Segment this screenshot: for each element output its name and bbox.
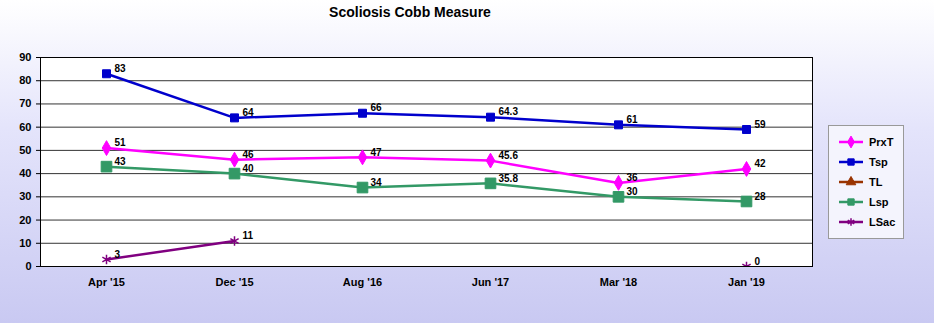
svg-text:20: 20 [19, 214, 31, 226]
svg-text:Jan '19: Jan '19 [728, 276, 765, 288]
svg-text:36: 36 [627, 172, 639, 183]
svg-text:Aug '16: Aug '16 [343, 276, 382, 288]
svg-text:50: 50 [19, 144, 31, 156]
svg-text:3: 3 [115, 249, 121, 260]
svg-text:28: 28 [755, 191, 767, 202]
svg-text:51: 51 [115, 137, 127, 148]
svg-text:64.3: 64.3 [499, 106, 519, 117]
html-text:Scoliosis Cobb Measure: Scoliosis Cobb Measure [329, 4, 491, 20]
svg-text:Mar '18: Mar '18 [600, 276, 637, 288]
svg-text:Dec '15: Dec '15 [215, 276, 253, 288]
svg-text:42: 42 [755, 158, 767, 169]
svg-text:34: 34 [371, 177, 383, 188]
svg-text:90: 90 [19, 51, 31, 63]
svg-text:60: 60 [19, 121, 31, 133]
svg-text:59: 59 [755, 119, 767, 130]
svg-text:45.6: 45.6 [499, 150, 519, 161]
html-text:PrxT: PrxT [869, 136, 894, 148]
svg-text:46: 46 [243, 149, 255, 160]
html-text:Lsp: Lsp [869, 196, 889, 208]
html-text:Tsp: Tsp [869, 156, 888, 168]
svg-text:0: 0 [25, 260, 31, 272]
svg-text:64: 64 [243, 107, 255, 118]
svg-text:43: 43 [115, 156, 127, 167]
svg-text:70: 70 [19, 97, 31, 109]
html-text:TL: TL [869, 176, 883, 188]
svg-text:66: 66 [371, 102, 383, 113]
svg-text:11: 11 [243, 230, 254, 241]
svg-text:61: 61 [627, 114, 639, 125]
svg-text:47: 47 [371, 147, 383, 158]
svg-text:40: 40 [243, 163, 255, 174]
html-text:LSac: LSac [869, 216, 896, 228]
svg-text:30: 30 [19, 190, 31, 202]
svg-text:Jun '17: Jun '17 [472, 276, 509, 288]
svg-text:0: 0 [755, 256, 761, 267]
svg-text:40: 40 [19, 167, 31, 179]
svg-text:10: 10 [19, 237, 31, 249]
svg-text:Apr '15: Apr '15 [88, 276, 125, 288]
svg-text:83: 83 [115, 63, 127, 74]
svg-text:30: 30 [627, 186, 639, 197]
svg-text:35.8: 35.8 [499, 173, 519, 184]
svg-text:80: 80 [19, 74, 31, 86]
